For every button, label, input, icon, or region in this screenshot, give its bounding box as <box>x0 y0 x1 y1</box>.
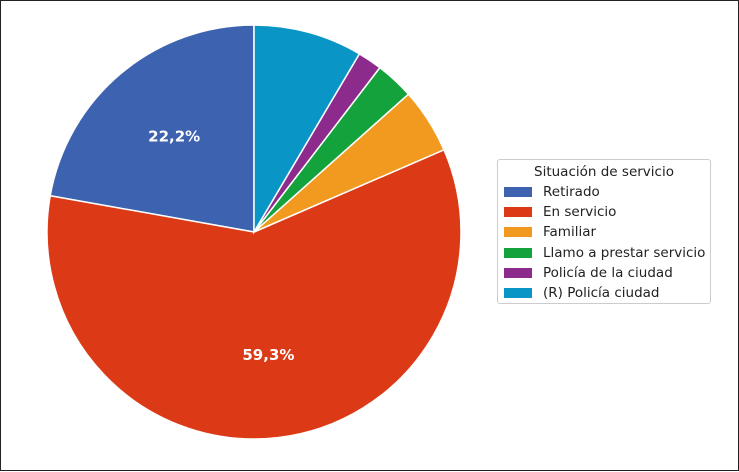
legend-swatch <box>504 227 532 238</box>
legend-title: Situación de servicio <box>534 164 674 180</box>
legend-item-3: Familiar <box>498 222 710 242</box>
legend-label: Familiar <box>543 224 597 241</box>
pie-data-label-2: 59,3% <box>242 346 294 364</box>
legend-item-2: En servicio <box>498 202 710 222</box>
legend-label: Policía de la ciudad <box>543 264 673 281</box>
legend-item-1: Retirado <box>498 182 710 202</box>
legend-swatch <box>504 288 532 299</box>
legend-label: (R) Policía ciudad <box>543 285 660 302</box>
pie-slice-6 <box>253 24 361 235</box>
legend-label: Llamo a prestar servicio <box>543 244 706 261</box>
legend-swatch <box>504 267 532 278</box>
pie-slice-1 <box>49 24 255 233</box>
pie-data-labels: 22,2% 59,3% <box>148 127 294 364</box>
legend-label: En servicio <box>543 204 617 221</box>
legend-swatch <box>504 187 532 198</box>
pie-slices <box>46 24 462 440</box>
legend-items: Retirado En servicio Familiar Llamo a prest… <box>498 182 710 303</box>
legend-item-4: Llamo a prestar servicio <box>498 243 710 263</box>
legend-item-5: Policía de la ciudad <box>498 263 710 283</box>
pie-data-label-1: 22,2% <box>148 127 200 145</box>
legend-swatch <box>504 207 532 218</box>
legend-swatch <box>504 247 532 258</box>
legend-item-6: (R) Policía ciudad <box>498 283 710 303</box>
legend-label: Retirado <box>543 184 600 201</box>
pie-slice-2 <box>46 148 462 440</box>
legend: Situación de servicio Retirado En servici… <box>497 159 711 304</box>
